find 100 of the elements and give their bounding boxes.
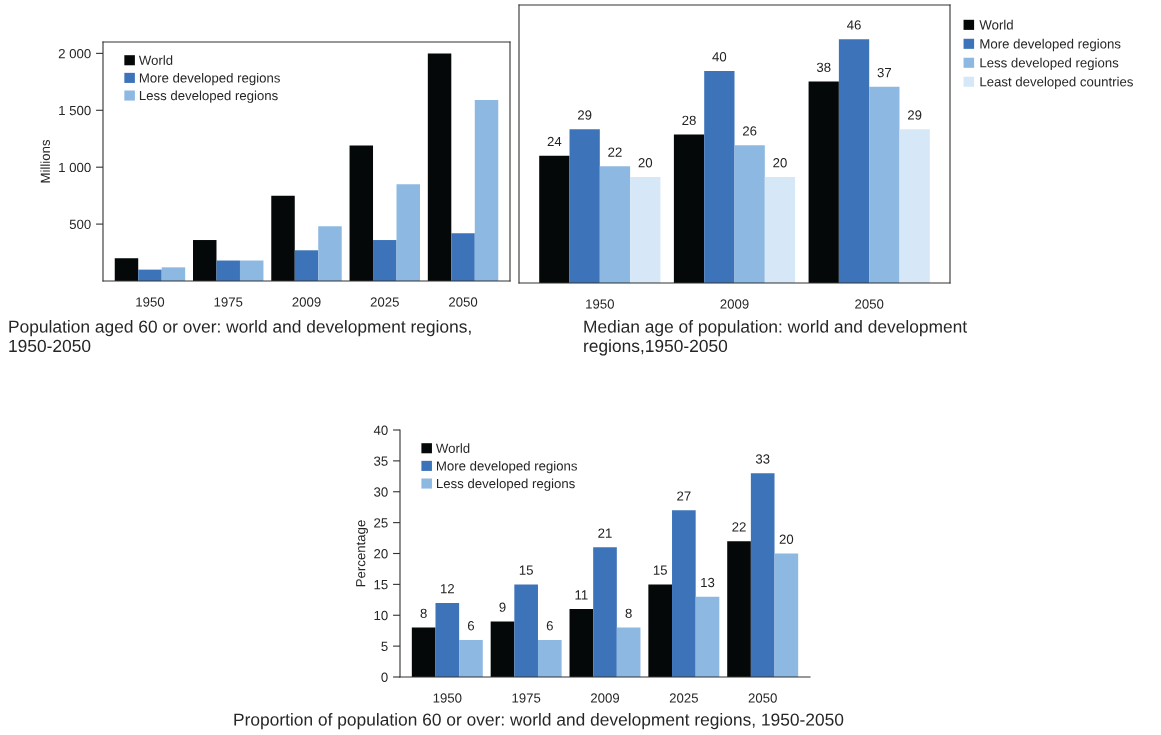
bar <box>411 627 436 677</box>
data-label: 9 <box>499 602 506 612</box>
data-label: 24 <box>547 136 562 147</box>
x-tick-label: 1950 <box>433 693 462 703</box>
data-label: 8 <box>625 608 632 619</box>
bar <box>838 39 870 283</box>
bar <box>808 81 839 283</box>
bar <box>774 553 799 677</box>
data-label: 38 <box>816 62 831 72</box>
bar <box>569 609 594 677</box>
y-tick-label: 35 <box>374 456 388 466</box>
x-tick-label: 2009 <box>720 299 749 309</box>
bar <box>569 129 600 283</box>
legend-label: More developed regions <box>980 38 1121 52</box>
x-tick-label: 2009 <box>590 693 620 703</box>
x-tick-label: 2009 <box>292 297 321 307</box>
legend-label: Less developed regions <box>436 478 575 491</box>
y-tick-label: 1 000 <box>59 162 91 173</box>
bar <box>599 166 631 283</box>
bar <box>216 260 240 281</box>
bar <box>514 584 538 677</box>
x-tick-label: 1975 <box>512 693 541 703</box>
data-label: 12 <box>440 584 454 594</box>
data-label: 46 <box>847 20 861 30</box>
bar <box>764 176 796 283</box>
text: Proportion of population 60 or over: world and development regions, 1950-2050 <box>234 713 844 730</box>
bar <box>616 627 641 677</box>
data-label: 8 <box>420 608 427 619</box>
bar <box>869 86 900 283</box>
x-tick-label: 1950 <box>136 297 165 307</box>
y-axis-title: Millions <box>40 139 51 183</box>
legend-label: Least developed countries <box>980 76 1133 90</box>
data-label: 28 <box>682 115 696 126</box>
legend-label: World <box>979 19 1013 30</box>
bar <box>114 258 139 281</box>
bar <box>648 584 673 677</box>
bar <box>373 240 397 281</box>
text: Population aged 60 or over: world and development regions, 1950-2050 <box>9 320 471 353</box>
bar <box>193 240 217 281</box>
bar <box>318 226 342 281</box>
data-label: 20 <box>773 158 787 168</box>
bar <box>451 233 475 281</box>
data-label: 33 <box>755 454 770 464</box>
x-tick-label: 2050 <box>855 299 884 309</box>
data-label: 22 <box>608 147 622 157</box>
data-label: 15 <box>653 565 667 575</box>
data-label: 15 <box>519 565 533 575</box>
data-label: 20 <box>779 534 794 544</box>
data-label: 13 <box>701 577 715 588</box>
data-label: 20 <box>638 158 653 168</box>
bar <box>630 176 661 283</box>
bar <box>490 621 515 677</box>
bar <box>537 639 562 677</box>
y-tick-label: 1 500 <box>59 105 91 116</box>
bar <box>672 510 696 677</box>
bar <box>899 129 930 283</box>
data-label: 37 <box>877 67 892 78</box>
data-label: 6 <box>546 621 553 631</box>
y-tick-label: 0 <box>381 672 388 682</box>
x-tick-label: 2025 <box>669 693 698 703</box>
bar <box>271 195 295 281</box>
x-tick-label: 2025 <box>370 297 399 307</box>
bar <box>161 267 186 281</box>
legend-label: World <box>435 443 470 453</box>
y-tick-label: 25 <box>374 518 388 528</box>
bar <box>474 100 499 281</box>
y-tick-label: 5 <box>381 641 388 652</box>
bar <box>435 602 460 677</box>
y-tick-label: 30 <box>374 487 388 497</box>
bar <box>673 134 705 283</box>
bar <box>427 53 452 281</box>
legend-label: More developed regions <box>436 460 577 474</box>
data-label: 40 <box>712 52 727 62</box>
bar <box>349 145 374 281</box>
y-tick-label: 10 <box>374 610 388 621</box>
bar <box>727 541 751 677</box>
y-tick-label: 40 <box>373 425 388 435</box>
y-tick-label: 2 000 <box>58 48 91 59</box>
data-label: 11 <box>575 590 588 600</box>
bar <box>294 250 319 281</box>
legend-label: Less developed regions <box>980 57 1119 71</box>
x-tick-label: 1950 <box>586 299 614 309</box>
legend-label: Less developed regions <box>139 90 278 103</box>
bar <box>396 184 420 281</box>
data-label: 29 <box>907 110 922 120</box>
bar <box>750 473 775 677</box>
data-label: 22 <box>732 522 746 532</box>
bar <box>539 155 570 283</box>
x-tick-label: 1975 <box>214 297 243 307</box>
data-label: 6 <box>467 621 475 631</box>
text: Median age of population: world and development regions,1950-2050 <box>584 320 968 356</box>
bar <box>459 639 483 677</box>
y-tick-label: 15 <box>374 580 388 590</box>
bar <box>138 269 162 281</box>
bar <box>704 70 735 283</box>
legend-label: World <box>138 55 173 65</box>
data-label: 26 <box>742 126 757 136</box>
data-label: 29 <box>577 110 592 120</box>
bar <box>695 596 720 677</box>
bar <box>734 145 765 283</box>
